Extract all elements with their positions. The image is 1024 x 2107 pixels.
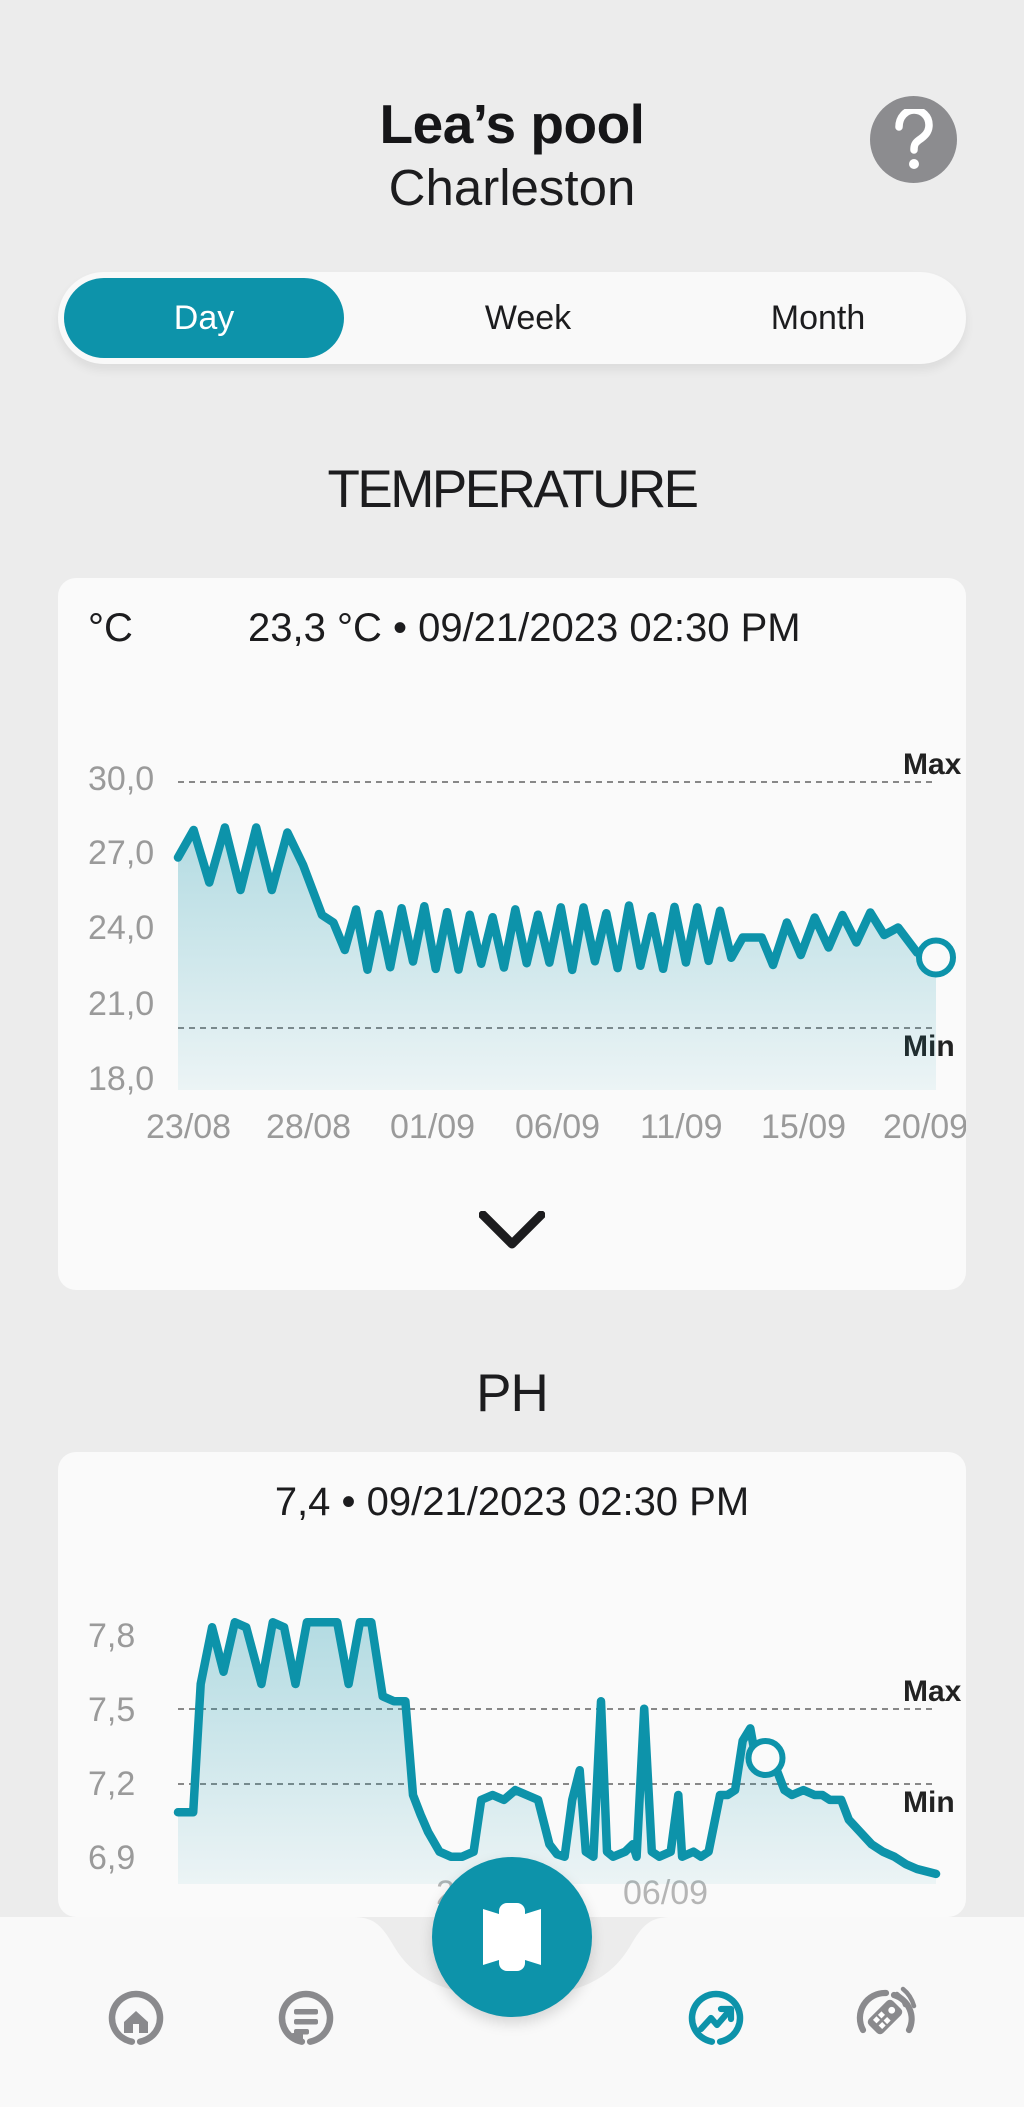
svg-text:30,0: 30,0 (88, 760, 154, 798)
svg-text:Max: Max (903, 748, 962, 781)
svg-text:7,5: 7,5 (88, 1691, 135, 1729)
svg-text:6,9: 6,9 (88, 1839, 135, 1877)
svg-text:23/08: 23/08 (146, 1108, 231, 1146)
svg-text:21,0: 21,0 (88, 985, 154, 1023)
svg-text:01/09: 01/09 (390, 1108, 475, 1146)
svg-text:7,8: 7,8 (88, 1617, 135, 1655)
svg-text:06/09: 06/09 (515, 1108, 600, 1146)
svg-text:11/09: 11/09 (640, 1108, 723, 1146)
svg-text:Max: Max (903, 1675, 962, 1708)
svg-text:Min: Min (903, 1786, 955, 1819)
svg-text:24,0: 24,0 (88, 909, 154, 947)
svg-text:7,2: 7,2 (88, 1765, 135, 1803)
svg-text:15/09: 15/09 (761, 1108, 846, 1146)
svg-text:28/08: 28/08 (266, 1108, 351, 1146)
svg-text:27,0: 27,0 (88, 834, 154, 872)
svg-text:20/09: 20/09 (883, 1108, 966, 1146)
svg-text:18,0: 18,0 (88, 1060, 154, 1098)
